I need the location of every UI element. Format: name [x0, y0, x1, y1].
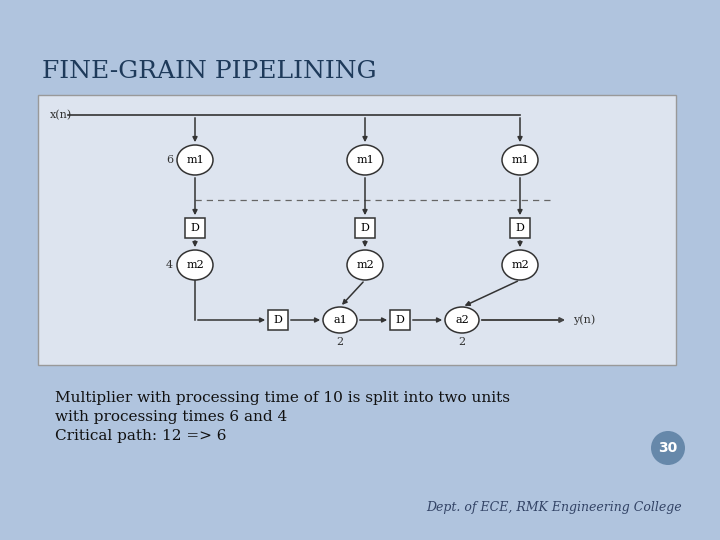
Text: 30: 30 — [658, 441, 678, 455]
Ellipse shape — [177, 145, 213, 175]
FancyBboxPatch shape — [185, 218, 205, 238]
Ellipse shape — [502, 250, 538, 280]
Text: D: D — [361, 223, 369, 233]
Text: y(n): y(n) — [573, 315, 595, 325]
FancyBboxPatch shape — [510, 218, 530, 238]
Ellipse shape — [445, 307, 479, 333]
Text: FINE-GRAIN PIPELINING: FINE-GRAIN PIPELINING — [42, 60, 377, 84]
Ellipse shape — [177, 250, 213, 280]
Text: m2: m2 — [511, 260, 529, 270]
Text: D: D — [516, 223, 524, 233]
Text: m1: m1 — [511, 155, 529, 165]
Text: D: D — [395, 315, 405, 325]
Text: a1: a1 — [333, 315, 347, 325]
FancyBboxPatch shape — [268, 310, 288, 330]
Text: m1: m1 — [186, 155, 204, 165]
Text: Dept. of ECE, RMK Engineering College: Dept. of ECE, RMK Engineering College — [426, 502, 682, 515]
Ellipse shape — [502, 145, 538, 175]
Text: x(n): x(n) — [50, 110, 72, 120]
Text: 2: 2 — [336, 337, 343, 347]
Text: 6: 6 — [166, 155, 173, 165]
Circle shape — [651, 431, 685, 465]
FancyBboxPatch shape — [390, 310, 410, 330]
Text: Critical path: 12 => 6: Critical path: 12 => 6 — [55, 429, 227, 443]
Text: m2: m2 — [356, 260, 374, 270]
Text: D: D — [274, 315, 282, 325]
Text: D: D — [191, 223, 199, 233]
Ellipse shape — [347, 145, 383, 175]
Text: m1: m1 — [356, 155, 374, 165]
Ellipse shape — [323, 307, 357, 333]
Text: m2: m2 — [186, 260, 204, 270]
FancyBboxPatch shape — [38, 95, 676, 365]
Ellipse shape — [347, 250, 383, 280]
Text: a2: a2 — [455, 315, 469, 325]
Text: 2: 2 — [459, 337, 466, 347]
Text: with processing times 6 and 4: with processing times 6 and 4 — [55, 410, 287, 424]
FancyBboxPatch shape — [355, 218, 375, 238]
Text: 4: 4 — [166, 260, 173, 270]
Text: Multiplier with processing time of 10 is split into two units: Multiplier with processing time of 10 is… — [55, 391, 510, 405]
